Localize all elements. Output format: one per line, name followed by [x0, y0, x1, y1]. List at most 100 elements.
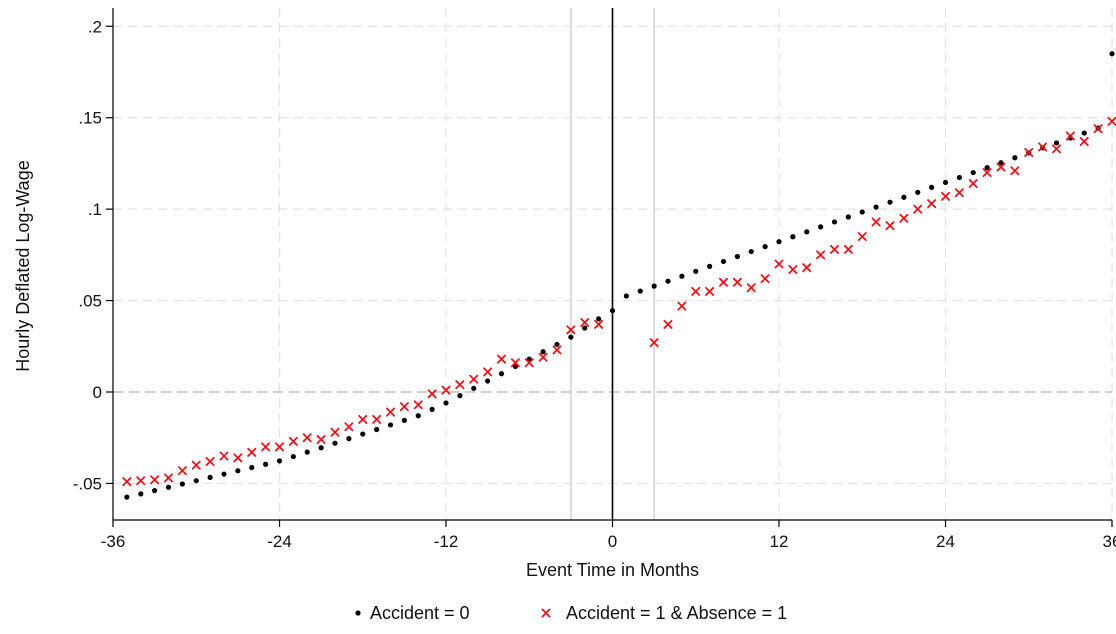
data-point-accident-0: [346, 436, 352, 442]
data-point-accident-0: [942, 179, 949, 186]
data-point-accident-1-absence-1: [177, 466, 187, 476]
data-point-accident-0: [776, 239, 782, 245]
data-point-accident-0: [915, 189, 921, 195]
data-point-accident-1-absence-1: [1010, 166, 1020, 176]
data-point-accident-1-absence-1: [483, 367, 493, 377]
data-point-accident-0: [540, 349, 546, 355]
data-point-accident-1-absence-1: [1093, 124, 1103, 134]
data-point-accident-0: [263, 461, 269, 467]
data-point-accident-1-absence-1: [191, 460, 201, 470]
data-point-accident-0: [887, 199, 893, 205]
data-point-accident-0: [485, 378, 491, 384]
y-tick-label: .05: [78, 292, 102, 311]
data-point-accident-1-absence-1: [746, 283, 756, 293]
x-tick-label: -12: [434, 532, 459, 551]
y-tick-label: 0: [93, 383, 102, 402]
data-point-accident-0: [374, 426, 380, 433]
data-point-accident-0: [818, 224, 824, 230]
data-point-accident-0: [179, 481, 185, 487]
data-point-accident-1-absence-1: [954, 188, 964, 198]
x-tick-label: 36: [1103, 532, 1116, 551]
data-point-accident-0: [956, 174, 962, 181]
data-point-accident-0: [304, 449, 310, 455]
data-point-accident-0: [693, 268, 699, 274]
data-point-accident-1-absence-1: [524, 358, 534, 368]
data-point-accident-0: [873, 204, 879, 210]
data-point-accident-1-absence-1: [927, 199, 937, 209]
x-tick-label: -24: [267, 532, 292, 551]
data-point-accident-1-absence-1: [302, 433, 312, 443]
data-point-accident-0: [762, 244, 768, 250]
data-point-accident-1-absence-1: [275, 442, 284, 452]
data-point-accident-1-absence-1: [441, 385, 451, 395]
data-point-accident-0: [221, 471, 227, 477]
data-point-accident-1-absence-1: [996, 162, 1006, 172]
data-point-accident-0: [651, 283, 657, 289]
data-point-accident-1-absence-1: [288, 436, 298, 446]
data-point-accident-0: [1053, 140, 1060, 146]
data-point-accident-0: [720, 258, 727, 265]
data-point-accident-1-absence-1: [857, 232, 867, 242]
data-point-accident-1-absence-1: [233, 453, 243, 463]
data-point-accident-1-absence-1: [802, 263, 812, 273]
data-point-accident-0: [401, 417, 407, 423]
data-point-accident-0: [929, 184, 935, 190]
data-point-accident-1-absence-1: [510, 358, 520, 368]
data-point-accident-1-absence-1: [538, 352, 548, 362]
data-point-accident-1-absence-1: [413, 400, 423, 410]
data-point-accident-0: [1012, 155, 1018, 161]
data-point-accident-0: [276, 458, 283, 464]
data-point-accident-1-absence-1: [136, 476, 146, 486]
data-point-accident-0: [665, 278, 671, 284]
data-point-accident-0: [582, 325, 588, 331]
data-point-accident-1-absence-1: [469, 374, 479, 384]
data-point-accident-1-absence-1: [913, 204, 923, 214]
data-point-accident-1-absence-1: [205, 456, 215, 466]
series-accident-1-absence-1: [122, 116, 1116, 487]
data-point-accident-1-absence-1: [774, 259, 784, 269]
data-point-accident-1-absence-1: [399, 402, 409, 412]
data-point-accident-0: [970, 169, 976, 176]
data-point-accident-1-absence-1: [816, 250, 826, 260]
x-tick-label: 0: [608, 532, 617, 551]
legend-label-accident-1-absence-1: Accident = 1 & Absence = 1: [566, 603, 787, 623]
data-point-accident-1-absence-1: [843, 244, 853, 254]
data-point-accident-1-absence-1: [344, 422, 354, 432]
data-point-accident-0: [679, 273, 685, 279]
x-tick-label: 12: [770, 532, 789, 551]
data-point-accident-0: [707, 263, 713, 269]
data-point-accident-0: [138, 491, 144, 497]
data-point-accident-0: [1081, 130, 1087, 136]
data-point-accident-1-absence-1: [497, 354, 506, 364]
data-point-accident-0: [471, 385, 477, 391]
data-point-accident-0: [387, 422, 394, 428]
data-point-accident-1-absence-1: [358, 414, 368, 424]
data-point-accident-1-absence-1: [386, 407, 395, 417]
legend-marker-x: [541, 608, 551, 618]
legend-x-mark: [541, 608, 551, 618]
series-accident-0: [124, 51, 1115, 500]
legend-label-accident-0: Accident = 0: [370, 603, 470, 623]
data-point-accident-0: [290, 453, 296, 460]
data-point-accident-0: [790, 234, 796, 240]
data-point-accident-1-absence-1: [316, 435, 326, 445]
x-tick-label: 24: [936, 532, 955, 551]
data-point-accident-0: [901, 194, 907, 200]
data-point-accident-0: [998, 160, 1004, 166]
data-point-accident-0: [443, 400, 449, 406]
data-point-accident-1-absence-1: [1038, 142, 1048, 152]
data-point-accident-0: [568, 334, 574, 340]
data-point-accident-1-absence-1: [719, 277, 728, 287]
legend-marker-dot: [355, 610, 361, 616]
data-point-accident-1-absence-1: [164, 473, 173, 483]
data-point-accident-1-absence-1: [885, 221, 895, 231]
data-point-accident-0: [235, 468, 241, 474]
data-point-accident-1-absence-1: [663, 319, 673, 329]
data-point-accident-1-absence-1: [732, 277, 742, 287]
data-point-accident-1-absence-1: [649, 338, 659, 348]
data-point-accident-0: [623, 293, 629, 299]
data-point-accident-0: [332, 440, 338, 446]
data-point-accident-0: [360, 431, 366, 437]
data-point-accident-0: [415, 413, 421, 419]
